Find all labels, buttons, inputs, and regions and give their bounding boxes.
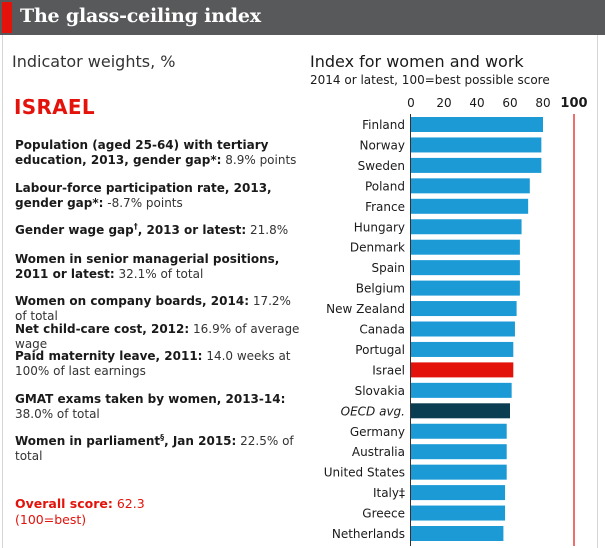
category-label: Belgium <box>356 282 405 296</box>
indicator-item: Net child-care cost, 2012: 16.9% of aver… <box>15 322 300 352</box>
bar-israel <box>411 362 514 378</box>
x-tick-label: 0 <box>407 96 415 110</box>
category-label: OECD avg. <box>341 404 405 418</box>
bar-united-states <box>411 464 507 480</box>
indicator-value: 8.9% points <box>225 153 297 167</box>
bar-hungary <box>411 219 522 235</box>
header-accent <box>2 2 12 33</box>
footnote-mark: § <box>160 433 165 442</box>
indicator-label: Women in parliament§, Jan 2015: <box>15 433 237 449</box>
indicator-value: 38.0% of total <box>15 407 100 421</box>
bar-poland <box>411 178 530 194</box>
frame-border-left <box>2 35 3 548</box>
x-tick-label: 100 <box>560 96 587 111</box>
indicator-value: 16.9% of average wage <box>15 322 300 351</box>
indicator-item: GMAT exams taken by women, 2013-14: 38.0… <box>15 392 300 422</box>
bar-norway <box>411 137 542 153</box>
weights-title: Indicator weights, % <box>12 52 176 71</box>
indicator-label: Women on company boards, 2014: <box>15 294 249 308</box>
bar-italy <box>411 485 506 501</box>
chart-subtitle: 2014 or latest, 100=best possible score <box>310 73 550 87</box>
indicator-value: 22.5% of total <box>15 434 294 463</box>
indicator-item: Women in senior managerial positions, 20… <box>15 252 300 282</box>
bar-belgium <box>411 280 520 296</box>
indicator-label: Women in senior managerial positions, 20… <box>15 252 280 281</box>
bar-portugal <box>411 341 514 357</box>
bar-finland <box>411 117 543 132</box>
chart-title: Index for women and work <box>310 52 524 71</box>
category-label: Israel <box>372 363 405 377</box>
category-label: Hungary <box>354 220 405 234</box>
footnote-mark: † <box>133 222 138 231</box>
indicator-label: Population (aged 25-64) with tertiary ed… <box>15 138 269 167</box>
category-label: Slovakia <box>355 384 405 398</box>
indicator-label: GMAT exams taken by women, 2013-14: <box>15 392 286 406</box>
category-label: Finland <box>362 118 405 132</box>
category-label: Sweden <box>358 159 405 173</box>
bar-australia <box>411 444 507 460</box>
indicator-item: Women in parliament§, Jan 2015: 22.5% of… <box>15 434 300 464</box>
bar-spain <box>411 260 520 276</box>
page-title: The glass-ceiling index <box>20 5 261 27</box>
indicator-item: Gender wage gap†, 2013 or latest: 21.8% <box>15 223 300 238</box>
indicator-label: Net child-care cost, 2012: <box>15 322 190 336</box>
category-label: New Zealand <box>326 302 405 316</box>
indicator-value: 21.8% <box>249 223 289 237</box>
bar-oecd-avg <box>411 403 510 419</box>
bar-sweden <box>411 157 542 173</box>
bar-netherlands <box>411 526 504 541</box>
x-tick-label: 80 <box>535 96 550 110</box>
indicator-label: Labour-force participation rate, 2013, g… <box>15 181 272 210</box>
category-label: Portugal <box>355 343 405 357</box>
category-label: Poland <box>365 179 405 193</box>
bar-denmark <box>411 239 520 255</box>
category-label: Germany <box>350 425 405 439</box>
indicator-value: 32.1% of total <box>118 267 204 281</box>
category-label: Australia <box>352 445 405 459</box>
bar-canada <box>411 321 515 337</box>
indicator-item: Population (aged 25-64) with tertiary ed… <box>15 138 300 168</box>
category-label: Italy‡ <box>373 486 405 500</box>
bar-new-zealand <box>411 301 517 317</box>
indicator-value: -8.7% points <box>107 196 183 210</box>
overall-score-note: (100=best) <box>15 512 87 527</box>
overall-score: Overall score: 62.3 (100=best) <box>15 496 145 528</box>
overall-score-label: Overall score: <box>15 496 113 511</box>
category-label: Spain <box>371 261 405 275</box>
category-label: Greece <box>362 507 405 521</box>
category-label: France <box>365 200 405 214</box>
x-tick-label: 20 <box>436 96 451 110</box>
category-label: Netherlands <box>332 527 405 541</box>
category-label: Canada <box>359 323 405 337</box>
category-label: Norway <box>359 138 405 152</box>
category-label: United States <box>324 466 405 480</box>
indicator-value: 14.0 weeks at 100% of last earnings <box>15 349 291 378</box>
x-tick-label: 40 <box>469 96 484 110</box>
overall-score-value: 62.3 <box>116 496 145 511</box>
indicator-label: Paid maternity leave, 2011: <box>15 349 203 363</box>
category-label: Denmark <box>350 241 405 255</box>
frame-border-right <box>597 35 598 548</box>
bar-slovakia <box>411 382 512 398</box>
bar-france <box>411 198 529 214</box>
country-name: ISRAEL <box>14 95 95 119</box>
bar-germany <box>411 423 507 439</box>
header-bar: The glass-ceiling index <box>0 0 605 35</box>
indicator-value: 17.2% of total <box>15 294 291 323</box>
x-tick-label: 60 <box>502 96 517 110</box>
indicator-item: Women on company boards, 2014: 17.2% of … <box>15 294 300 324</box>
indicator-item: Labour-force participation rate, 2013, g… <box>15 181 300 211</box>
bar-greece <box>411 505 506 521</box>
indicator-item: Paid maternity leave, 2011: 14.0 weeks a… <box>15 349 300 379</box>
indicator-label: Gender wage gap†, 2013 or latest: <box>15 222 247 238</box>
